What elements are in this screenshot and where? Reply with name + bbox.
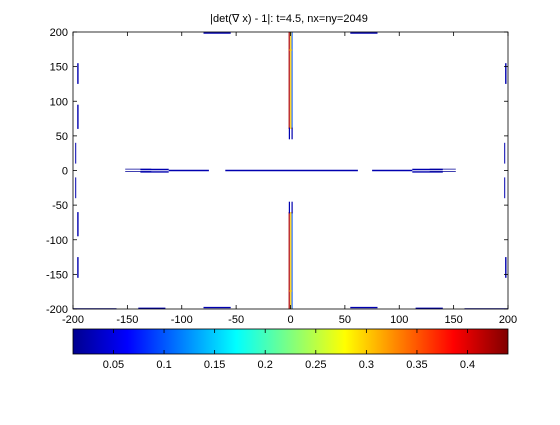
y-tick-label: 100 <box>50 96 68 108</box>
x-tick-label: 100 <box>390 314 408 326</box>
y-tick-label: -50 <box>52 200 68 212</box>
colorbar-axis: 0.05 0.1 0.15 0.2 0.25 0.3 0.35 0.4 <box>103 329 475 371</box>
colorbar-tick-label: 0.15 <box>204 359 225 371</box>
x-tick-label: 0 <box>287 314 293 326</box>
colorbar-tick-label: 0.25 <box>305 359 326 371</box>
colorbar-tick-label: 0.3 <box>359 359 374 371</box>
x-axis: -200 -150 -100 -50 0 50 100 150 200 <box>62 32 517 326</box>
colorbar-tick-label: 0.05 <box>103 359 124 371</box>
x-tick-label: 150 <box>444 314 462 326</box>
y-tick-label: -150 <box>46 269 68 281</box>
y-tick-label: 200 <box>50 27 68 39</box>
x-tick-label: -200 <box>62 314 84 326</box>
colorbar-tick-label: 0.1 <box>156 359 171 371</box>
x-tick-label: 200 <box>499 314 517 326</box>
colorbar-tick-label: 0.4 <box>460 359 475 371</box>
colorbar-tick-label: 0.2 <box>258 359 273 371</box>
y-tick-label: -200 <box>46 304 68 316</box>
x-tick-label: -150 <box>116 314 138 326</box>
chart-title: |det(∇ x) - 1|: t=4.5, nx=ny=2049 <box>210 13 368 25</box>
y-tick-label: 0 <box>62 166 68 178</box>
x-tick-label: -100 <box>171 314 193 326</box>
y-axis: 200 150 100 50 0 -50 -100 -150 -200 <box>46 27 508 316</box>
colorbar <box>72 328 509 355</box>
x-tick-label: 50 <box>339 314 351 326</box>
y-tick-label: 50 <box>56 131 68 143</box>
y-tick-label: -100 <box>46 235 68 247</box>
x-tick-label: -50 <box>228 314 244 326</box>
colorbar-tick-label: 0.35 <box>406 359 427 371</box>
y-tick-label: 150 <box>50 62 68 74</box>
